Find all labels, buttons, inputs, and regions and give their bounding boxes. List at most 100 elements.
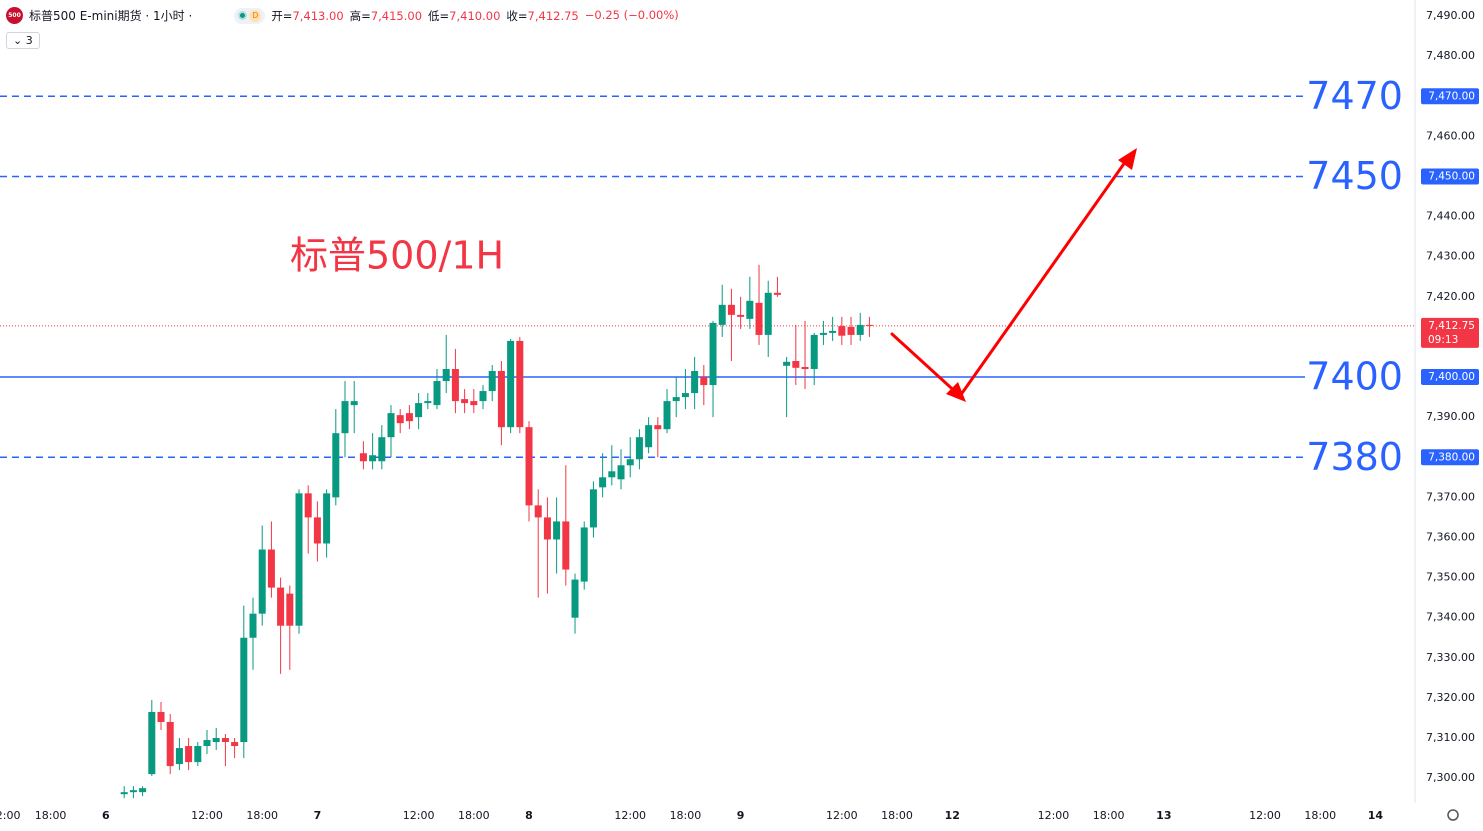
candle [810, 332, 818, 386]
candle-body [718, 304, 726, 325]
candle-body [277, 587, 285, 626]
candle-body [700, 377, 708, 386]
candle-body [580, 527, 588, 582]
level-tag [1421, 168, 1479, 185]
x-tick-label: 14 [1368, 809, 1384, 822]
candle [562, 465, 570, 586]
candle [608, 445, 616, 486]
candle-body [157, 711, 165, 722]
candle [709, 320, 717, 418]
candle-body [470, 401, 478, 406]
indicator-toggle[interactable]: ⌄ 3 [6, 32, 40, 49]
candle-body [369, 455, 377, 462]
candle-body [405, 413, 413, 422]
level-tag-label: 7,450.00 [1428, 170, 1475, 182]
candle [323, 489, 331, 558]
x-tick-label: 9 [737, 809, 745, 822]
ohlc-change: −0.25 (−0.00%) [584, 7, 679, 22]
candle-body [166, 721, 174, 767]
candle [304, 485, 312, 554]
level-label: 7380 [1306, 435, 1403, 479]
candle-body [856, 324, 864, 335]
candle-body [608, 471, 616, 478]
candle [727, 288, 735, 361]
candle-body [387, 413, 395, 438]
candle-body [442, 369, 450, 382]
candle [249, 597, 257, 670]
x-tick-label: 18:00 [670, 809, 702, 822]
x-tick-label: 12 [945, 809, 960, 822]
candle-body [691, 371, 699, 394]
settings-icon[interactable] [1447, 809, 1459, 821]
candle-body [148, 711, 156, 775]
x-tick-label: 8 [525, 809, 533, 822]
candle-body [212, 738, 220, 743]
candle [341, 381, 349, 458]
candle [451, 348, 459, 414]
candle-body [709, 322, 717, 386]
candle-body [635, 437, 643, 460]
candle [654, 417, 662, 458]
candle-body [553, 521, 561, 540]
candle [635, 429, 643, 470]
level-tag [1421, 449, 1479, 466]
candle-body [599, 477, 607, 488]
candle [185, 738, 193, 771]
candle [120, 786, 128, 799]
candle [507, 338, 515, 434]
level-tag-label: 7,400.00 [1428, 371, 1475, 383]
candle-body [571, 579, 579, 618]
candle [332, 409, 340, 506]
ohlc-value: 7,415.00 [370, 8, 423, 23]
candle [534, 489, 542, 598]
status-dots[interactable]: D [234, 7, 266, 24]
candle [442, 334, 450, 394]
candle [433, 369, 441, 410]
x-tick-label: 18:00 [458, 809, 490, 822]
y-tick-label: 7,340.00 [1426, 611, 1475, 624]
candle [516, 336, 524, 434]
candle-body [129, 790, 137, 793]
ohlc-value: 7,410.00 [449, 8, 501, 23]
y-tick-label: 7,420.00 [1426, 290, 1475, 303]
ohlc-key: 高= [349, 8, 371, 23]
x-tick-label: 18:00 [1304, 809, 1336, 822]
candle [617, 449, 625, 490]
candle [718, 284, 726, 337]
candle [258, 525, 266, 626]
candle [129, 786, 137, 799]
candle-body [663, 401, 671, 430]
candle-body [865, 324, 873, 326]
candle-body [819, 332, 827, 335]
candle-body [654, 425, 662, 430]
candle [525, 421, 533, 522]
candle [313, 501, 321, 562]
candle [543, 497, 551, 594]
x-tick-label: 12:00 [1038, 809, 1070, 822]
x-tick-label: 6 [102, 809, 110, 822]
candle [681, 369, 689, 410]
candle [700, 365, 708, 406]
candle-body [295, 493, 303, 626]
candle [599, 453, 607, 498]
candle-body [267, 549, 275, 588]
candle [737, 296, 745, 329]
candle-body [543, 517, 551, 540]
candle-body [626, 459, 634, 466]
countdown-label: 09:13 [1428, 334, 1458, 346]
candle-body [185, 746, 193, 763]
candle [865, 316, 873, 337]
candle-body [194, 746, 202, 763]
candle [231, 738, 239, 759]
candle-body [304, 493, 312, 518]
candle-body [350, 401, 358, 406]
symbol-title[interactable]: 标普500 E-mini期货 · 1小时 · [29, 9, 193, 23]
candle [378, 425, 386, 470]
indicator-count: 3 [25, 34, 33, 47]
level-tag [1421, 369, 1479, 386]
candle [295, 489, 303, 634]
y-tick-label: 7,440.00 [1426, 210, 1475, 223]
x-tick-label: 18:00 [881, 809, 913, 822]
candle [470, 389, 478, 414]
